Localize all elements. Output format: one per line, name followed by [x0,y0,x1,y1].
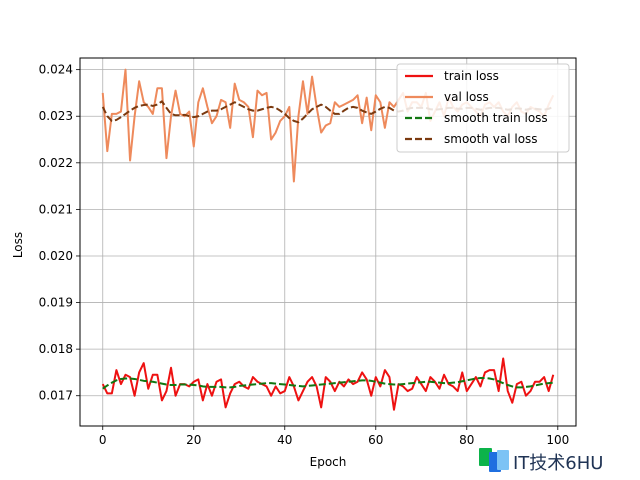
plot-frame [79,57,577,427]
watermark-text: IT技术6HU [513,453,603,474]
x-tick-label: 0 [99,433,107,447]
x-tick-label: 80 [459,433,474,447]
y-tick-label: 0.023 [39,109,73,123]
legend-entry: val loss [444,90,489,104]
y-tick-label: 0.018 [39,342,73,356]
y-tick-label: 0.021 [39,202,73,216]
smooth-train-loss-line [102,377,554,390]
legend: train loss val loss smooth train loss smoot… [396,63,570,153]
watermark: IT技术6HU [479,448,603,474]
train-loss-line [101,357,555,411]
x-tick-label: 100 [546,433,569,447]
y-tick-label: 0.022 [39,156,73,170]
legend-entry: smooth train loss [444,111,548,125]
y-tick-label: 0.020 [39,249,73,263]
y-tick-label: 0.019 [39,296,73,310]
x-axis-label: Epoch [310,455,347,469]
x-tick-label: 40 [277,433,292,447]
legend-box [396,63,570,153]
y-tick-label: 0.017 [39,389,73,403]
y-axis-ticks: 0.017 0.018 0.019 0.020 0.021 0.022 0.023 0.024 [39,63,80,403]
watermark-logo-icon [479,448,509,472]
legend-entry: smooth val loss [444,132,538,146]
x-tick-label: 20 [186,433,201,447]
x-tick-label: 60 [368,433,383,447]
legend-entry: train loss [444,69,499,83]
y-axis-label: Loss [11,232,25,258]
y-tick-label: 0.024 [39,63,73,77]
x-axis-ticks: 0 20 40 60 80 100 [99,426,569,447]
